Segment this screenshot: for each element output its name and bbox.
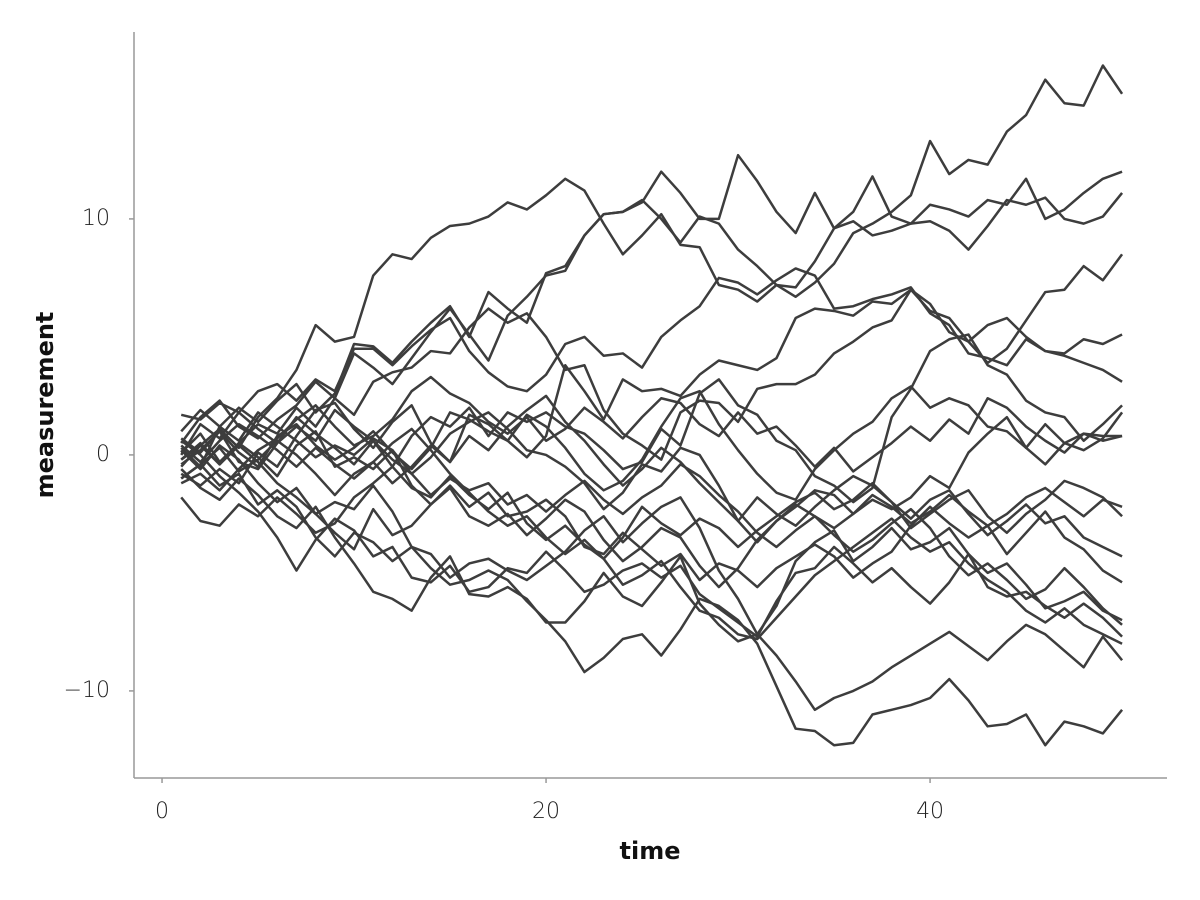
- series-line: [180, 441, 1124, 712]
- series-line: [180, 253, 1124, 487]
- series-line: [180, 375, 1123, 492]
- series-line: [180, 422, 1123, 645]
- y-tick-label: 10: [82, 206, 110, 231]
- series-line: [180, 385, 1123, 501]
- series-line: [180, 288, 1123, 461]
- series-line: [180, 153, 1124, 464]
- x-tick-label: 20: [532, 799, 560, 824]
- series-line: [180, 170, 1123, 468]
- y-tick-label: 0: [96, 442, 110, 467]
- series-line: [180, 468, 1123, 643]
- x-tick-label: 40: [916, 799, 944, 824]
- series-line: [180, 463, 1124, 747]
- y-axis-title: measurement: [31, 312, 59, 499]
- series-line: [180, 394, 1123, 535]
- series-line: [180, 408, 1123, 626]
- x-tick-label: 0: [155, 799, 169, 824]
- series-line: [180, 444, 1123, 589]
- x-axis-title: time: [620, 837, 681, 865]
- series-line: [180, 411, 1124, 544]
- series-line: [180, 267, 1123, 421]
- series-line: [180, 411, 1123, 549]
- y-tick-label: −10: [64, 678, 110, 703]
